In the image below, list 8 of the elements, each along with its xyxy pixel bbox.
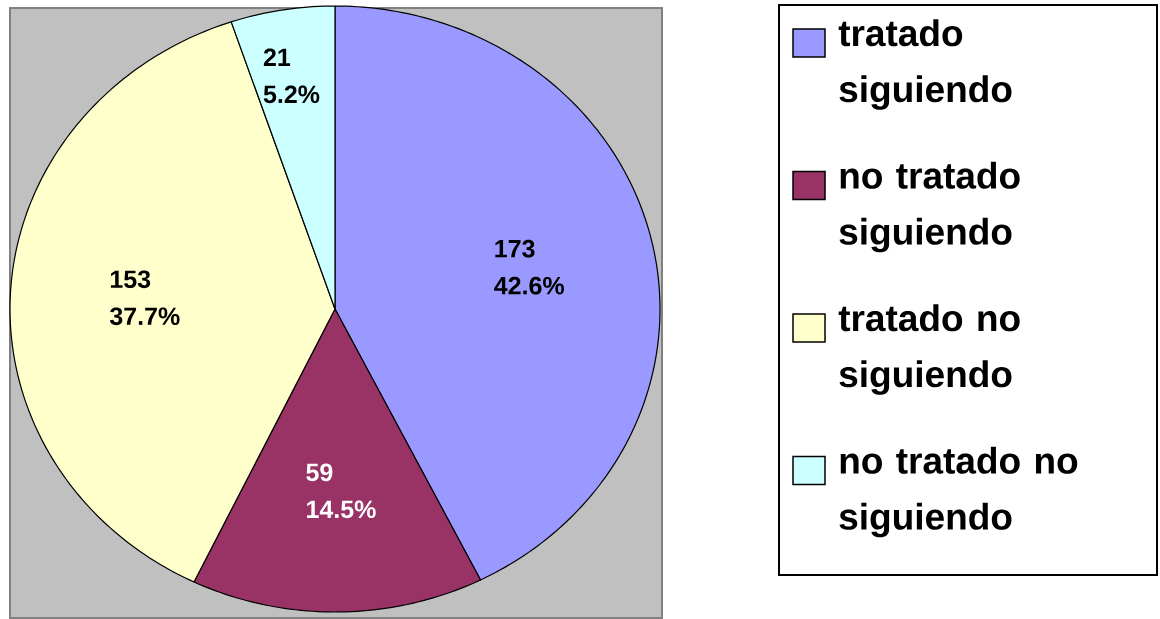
data-label: 59 14.5% <box>306 463 376 519</box>
data-label: 173 42.6% <box>494 239 564 295</box>
legend-label: tratado siguiendo <box>838 19 1012 110</box>
data-label: 21 5.2% <box>263 48 320 104</box>
data-label: 153 37.7% <box>109 270 180 326</box>
legend-label: no tratado siguiendo <box>839 161 1020 253</box>
legend-label: no tratado no siguiendo <box>839 446 1078 538</box>
legend-label: tratado no siguiendo <box>838 304 1020 395</box>
